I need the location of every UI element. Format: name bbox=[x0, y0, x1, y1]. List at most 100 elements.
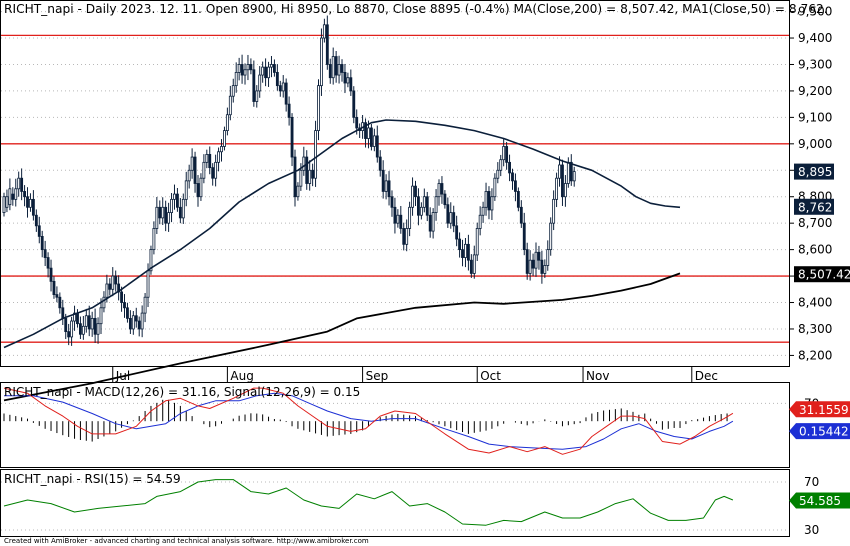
candle-body bbox=[114, 275, 118, 285]
candle-body bbox=[369, 127, 373, 147]
ma50-line bbox=[3, 119, 681, 349]
price-marker-box bbox=[794, 163, 834, 180]
candle-body bbox=[299, 169, 303, 187]
candle-body bbox=[375, 135, 379, 158]
candle-body bbox=[143, 296, 147, 314]
macd-marker-box bbox=[789, 401, 850, 418]
candle-body bbox=[146, 270, 150, 298]
x-tick-label: Jul bbox=[115, 369, 130, 383]
candle-body bbox=[231, 85, 235, 97]
candle-body bbox=[519, 206, 523, 224]
candle-body bbox=[290, 116, 294, 158]
macd-label: RICHT_napi - MACD(12,26) = 31.16, Signal… bbox=[4, 385, 360, 399]
candle-body bbox=[158, 206, 162, 219]
candle-body bbox=[381, 169, 385, 192]
price-tick-label: 9,400 bbox=[798, 31, 832, 45]
candle-body bbox=[131, 315, 135, 330]
candle-body bbox=[458, 238, 462, 251]
rsi-markers: 54.585 bbox=[789, 492, 850, 509]
price-markers: 8,895 8,762 8,507.42 bbox=[794, 163, 850, 283]
candle-body bbox=[296, 185, 300, 198]
price-marker-label: 8,507.42 bbox=[798, 268, 850, 282]
candle-body bbox=[199, 177, 203, 198]
candle-body bbox=[217, 151, 220, 163]
candle-body bbox=[484, 191, 488, 208]
candle-body bbox=[55, 294, 59, 298]
candle-body bbox=[187, 169, 191, 182]
candle-body bbox=[149, 249, 153, 272]
x-tick-label: Sep bbox=[366, 369, 389, 383]
rsi-marker-label: 54.585 bbox=[799, 494, 841, 508]
candle-body bbox=[140, 312, 144, 330]
candle-body bbox=[202, 161, 206, 179]
candle-body bbox=[175, 193, 179, 208]
candle-body bbox=[111, 275, 115, 290]
candle-body bbox=[537, 251, 541, 261]
candle-body bbox=[549, 222, 553, 251]
candle-body bbox=[93, 317, 97, 335]
rsi-line bbox=[3, 479, 734, 526]
candle-body bbox=[322, 24, 326, 39]
candle-body bbox=[425, 196, 429, 216]
candle-body bbox=[96, 323, 100, 335]
price-panel-frame bbox=[0, 0, 790, 367]
price-ticks: 9,5009,4009,3009,2009,1009,0008,9008,800… bbox=[789, 5, 832, 362]
candle-body bbox=[311, 169, 315, 179]
candle-body bbox=[20, 177, 24, 192]
candle-body bbox=[243, 69, 247, 76]
candle-body bbox=[184, 180, 188, 200]
candle-body bbox=[402, 228, 406, 245]
candle-body bbox=[190, 156, 194, 171]
candle-body bbox=[181, 198, 185, 219]
candle-body bbox=[23, 191, 26, 198]
candle-body bbox=[246, 64, 250, 71]
candle-body bbox=[11, 193, 15, 200]
candle-body bbox=[555, 177, 559, 200]
candle-body bbox=[258, 74, 262, 92]
candle-body bbox=[87, 315, 91, 330]
macd-marker-label: 0.15442 bbox=[799, 425, 849, 439]
candle-body bbox=[84, 315, 88, 327]
rsi-ticks: 70 30 bbox=[804, 475, 819, 537]
candle-body bbox=[528, 259, 532, 274]
candle-body bbox=[490, 196, 494, 211]
candle-body bbox=[237, 64, 241, 73]
candle-body bbox=[308, 169, 312, 184]
macd-line bbox=[3, 387, 734, 455]
candle-body bbox=[178, 206, 182, 219]
price-tick-label: 9,000 bbox=[798, 137, 832, 151]
rsi-tick-label: 70 bbox=[804, 475, 819, 489]
candle-body bbox=[193, 156, 197, 184]
candle-body bbox=[440, 183, 444, 195]
candle-body bbox=[390, 196, 394, 208]
candle-body bbox=[411, 185, 414, 208]
candle-body bbox=[511, 172, 514, 182]
candle-body bbox=[558, 164, 561, 179]
candle-body bbox=[314, 130, 317, 179]
candle-body bbox=[305, 156, 309, 184]
candle-body bbox=[337, 64, 341, 76]
candle-body bbox=[211, 167, 215, 179]
candle-body bbox=[387, 180, 391, 198]
price-marker-label: 8,895 bbox=[798, 165, 832, 179]
ma-lines bbox=[3, 119, 681, 402]
rsi-label: RICHT_napi - RSI(15) = 54.59 bbox=[4, 472, 181, 486]
candle-body bbox=[278, 85, 282, 92]
candle-body bbox=[240, 64, 244, 76]
candle-body bbox=[334, 56, 338, 76]
candle-body bbox=[43, 249, 47, 258]
candle-body bbox=[293, 156, 297, 198]
candle-body bbox=[252, 69, 256, 102]
candle-body bbox=[569, 161, 573, 182]
ma200-line bbox=[3, 272, 681, 402]
candle-body bbox=[272, 64, 276, 73]
price-tick-label: 8,600 bbox=[798, 243, 832, 257]
candle-body bbox=[102, 296, 106, 309]
candle-body bbox=[417, 196, 420, 216]
candle-body bbox=[81, 325, 85, 335]
candle-body bbox=[408, 206, 412, 229]
candle-body bbox=[496, 169, 500, 179]
candle-body bbox=[46, 257, 50, 269]
footer-credit: Created with AmiBroker - advanced charti… bbox=[4, 537, 369, 545]
